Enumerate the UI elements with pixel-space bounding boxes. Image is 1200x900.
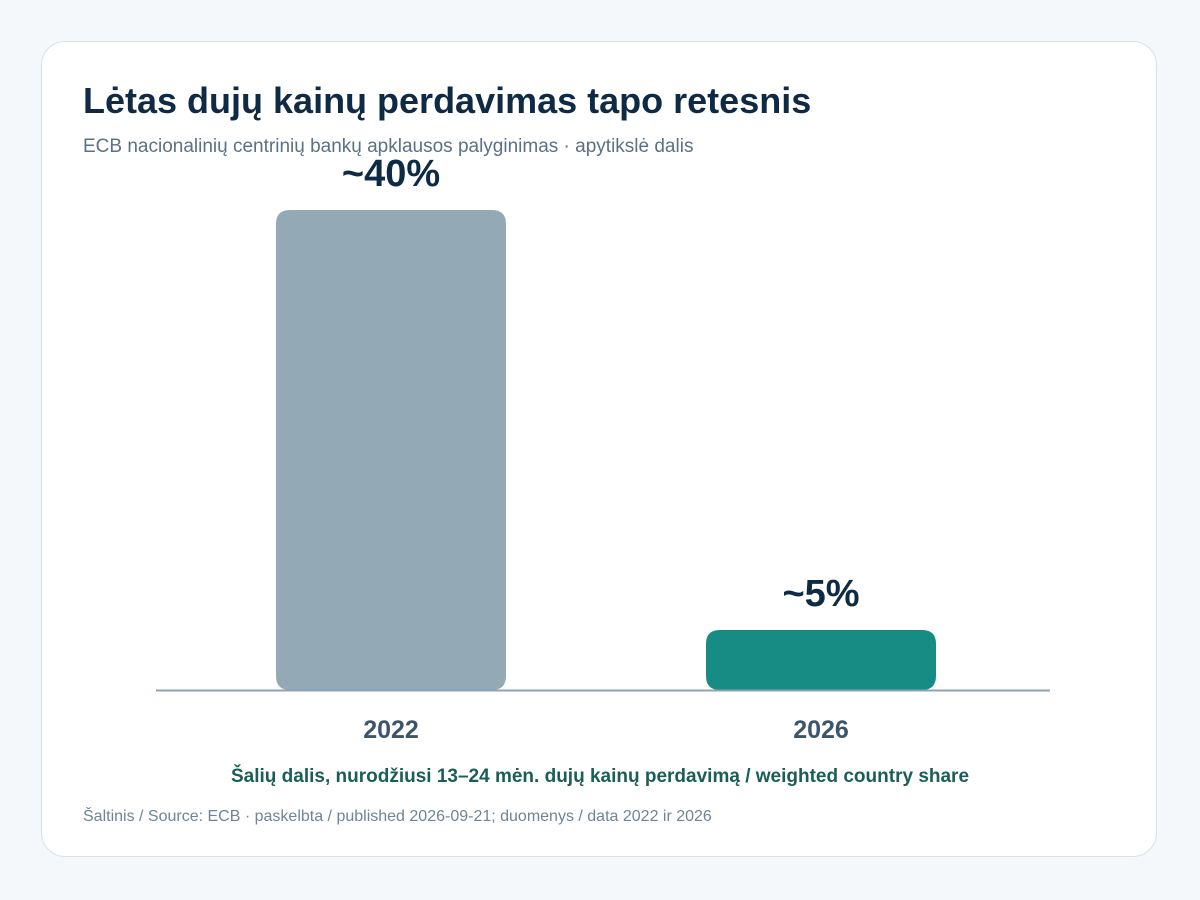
data-label-2022: ~40% — [342, 153, 440, 195]
bar-chart: ~40% 2022 ~5% 2026 — [156, 153, 1050, 744]
chart-subtitle: ECB nacionalinių centrinių bankų apklaus… — [83, 136, 694, 157]
chart-title: Lėtas dujų kainų perdavimas tapo retesni… — [83, 80, 812, 121]
chart-card: Lėtas dujų kainų perdavimas tapo retesni… — [41, 41, 1157, 857]
x-tick-label-2026: 2026 — [793, 716, 849, 744]
x-axis-label: Šalių dalis, nurodžiusi 13–24 mėn. dujų … — [230, 766, 970, 787]
bar-2022 — [276, 210, 506, 690]
data-label-2026: ~5% — [782, 573, 859, 615]
x-tick-label-2022: 2022 — [363, 716, 419, 744]
bar-2026 — [706, 630, 936, 690]
source-note: Šaltinis / Source: ECB · paskelbta / pub… — [83, 808, 712, 825]
